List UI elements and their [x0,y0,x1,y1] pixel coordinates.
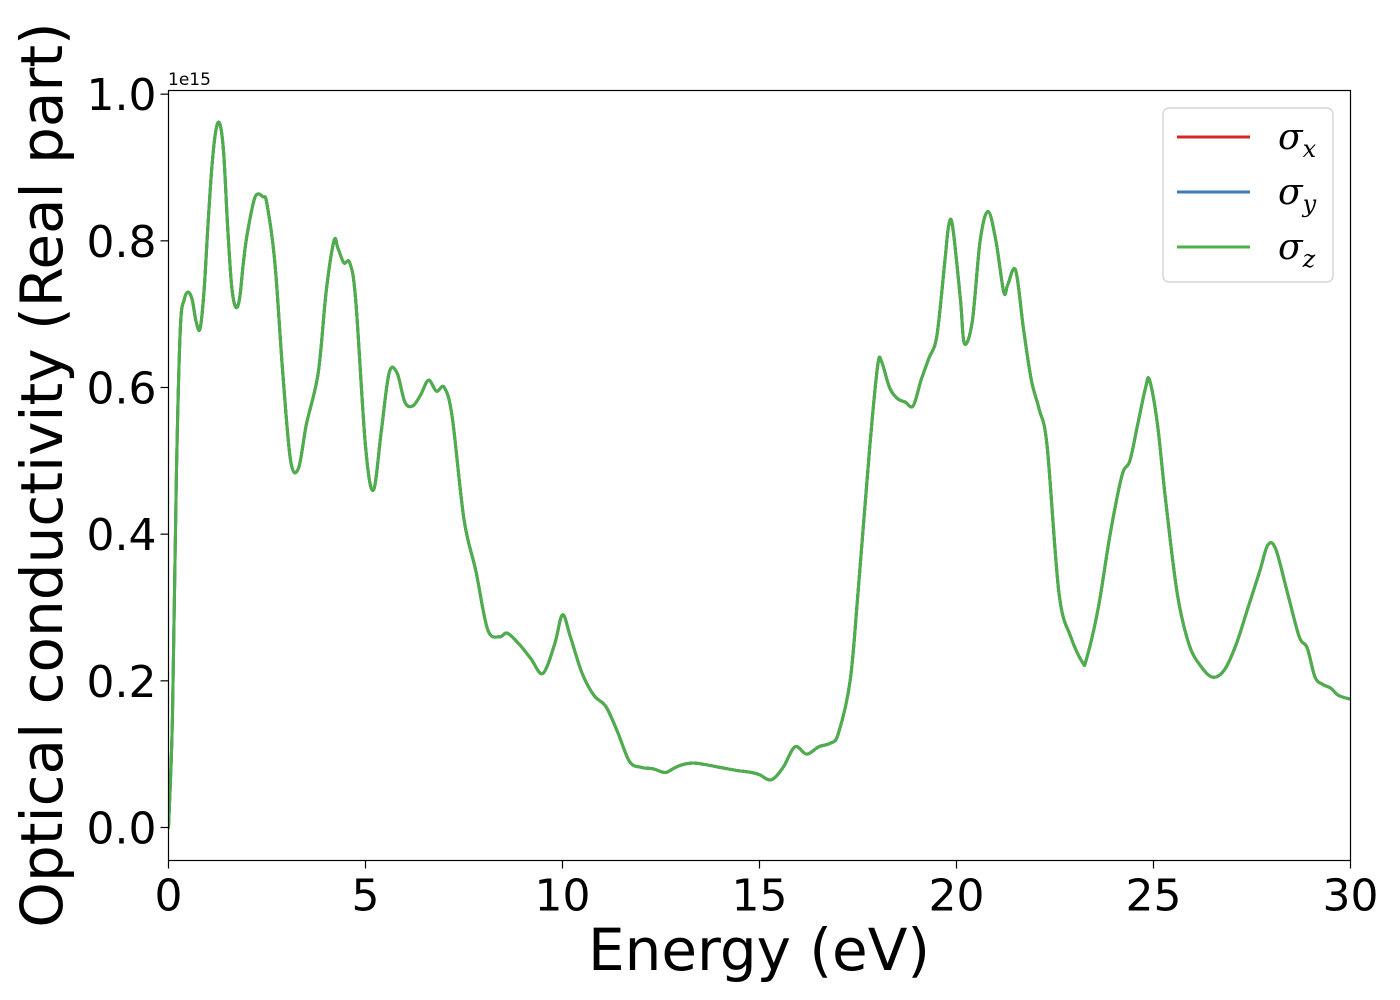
x-tick-label: 10 [535,871,591,922]
y-tick-label: 0.0 [87,804,157,855]
y-axis-ticks: 0.0 0.2 0.4 0.6 0.8 1.0 [87,70,169,855]
y-axis-label: Optical conductivity (Real part) [8,22,76,927]
x-tick-label: 0 [155,871,183,922]
y-axis-offset-text: 1e15 [168,70,211,90]
x-axis-label: Energy (eV) [588,916,930,984]
legend: σx σy σz [1162,107,1334,283]
y-tick-label: 0.6 [87,364,157,415]
y-tick-label: 1.0 [87,70,157,121]
y-tick-label: 0.2 [87,657,157,708]
y-tick-label: 0.4 [87,510,157,561]
legend-label-x: σx [1278,117,1317,163]
x-tick-label: 25 [1126,871,1182,922]
series-line-z [168,120,1351,829]
x-tick-label: 30 [1323,871,1379,922]
x-tick-label: 5 [352,871,380,922]
legend-label-z: σz [1278,227,1316,273]
x-tick-label: 20 [929,871,985,922]
legend-label-y: σy [1278,172,1317,218]
y-tick-label: 0.8 [87,217,157,268]
x-axis-ticks: 0 5 10 15 20 25 30 [155,860,1379,922]
x-tick-label: 15 [732,871,788,922]
series-layer [168,120,1351,829]
legend-frame [1162,107,1334,283]
